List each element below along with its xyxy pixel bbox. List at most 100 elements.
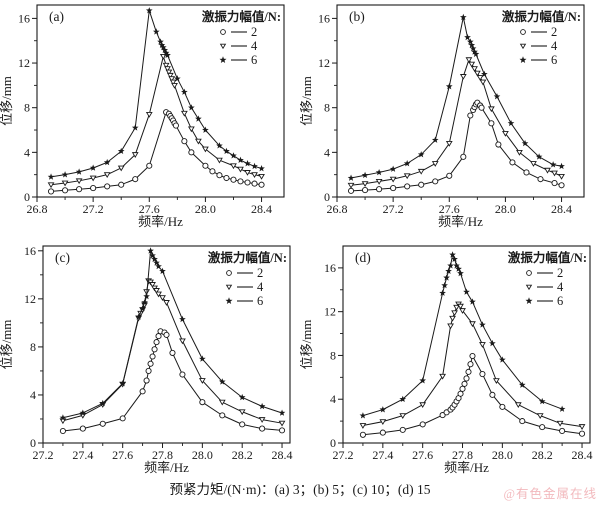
x-tick-label: 28.4 <box>272 448 293 462</box>
y-tick-label: 16 <box>18 11 30 25</box>
x-tick-label: 28.0 <box>195 202 216 216</box>
figure-caption: 预紧力矩/(N·m)：(a) 3；(b) 5；(c) 10；(d) 15 <box>169 482 431 497</box>
y-axis: 0 4 8 12 16 位移/mm <box>300 261 343 450</box>
x-axis: 27.2 27.4 27.6 27.8 28.0 28.2 28.4 频率/Hz <box>33 443 293 475</box>
x-axis-title: 频率/Hz <box>138 214 183 228</box>
legend-entry-label: 4 <box>257 280 264 294</box>
series-2N-markers <box>359 352 586 438</box>
series-2N <box>47 109 265 195</box>
legend-entry-label: 2 <box>551 25 557 39</box>
legend: 激振力幅值/N:246 <box>202 9 281 67</box>
x-tick-label: 27.6 <box>112 448 133 462</box>
subplot-b: 26.8 27.2 27.6 28.0 28.4 频率/Hz 0 4 8 12 16 位移/mm (b)… <box>300 0 600 228</box>
legend-entry-label: 6 <box>257 294 263 308</box>
legend: 激振力幅值/N:246 <box>208 250 287 308</box>
series-6N <box>47 7 265 180</box>
y-tick-label: 4 <box>30 388 36 402</box>
x-tick-label: 27.2 <box>383 202 404 216</box>
subplot-a: 26.8 27.2 27.6 28.0 28.4 频率/Hz 0 4 8 12 16 位移/mm (a)… <box>0 0 300 228</box>
series-2N <box>359 352 586 438</box>
legend-entry-label: 4 <box>551 39 558 53</box>
y-axis-title: 位移/mm <box>0 320 14 370</box>
x-tick-label: 26.8 <box>27 202 48 216</box>
y-axis-title: 位移/mm <box>300 320 314 370</box>
series-6N <box>59 247 286 421</box>
series-4N-markers <box>359 301 586 430</box>
series-6N <box>347 13 565 181</box>
series-4N-markers <box>47 53 265 189</box>
x-tick-label: 27.2 <box>83 202 104 216</box>
y-tick-label: 12 <box>318 56 330 70</box>
y-tick-label: 4 <box>330 392 336 406</box>
series-4N <box>359 301 586 430</box>
x-tick-label: 27.6 <box>439 202 460 216</box>
series-6N-markers <box>59 247 286 421</box>
subplot-b-canvas: 26.8 27.2 27.6 28.0 28.4 频率/Hz 0 4 8 12 16 位移/mm (b)… <box>300 4 585 228</box>
series-4N <box>47 53 265 189</box>
subplot-d-canvas: 27.2 27.4 27.6 27.8 28.0 28.2 28.4 频率/Hz 0 4 8 12 16… <box>300 245 593 475</box>
y-tick-label: 0 <box>30 436 36 450</box>
series-2N-markers <box>59 328 286 435</box>
x-tick-label: 27.2 <box>33 448 54 462</box>
legend-title: 激振力幅值/N: <box>202 9 281 24</box>
legend-title: 激振力幅值/N: <box>208 250 287 265</box>
series-4N-line <box>50 55 262 186</box>
series-2N <box>347 99 565 194</box>
y-tick-label: 16 <box>318 11 330 25</box>
x-tick-label: 27.8 <box>152 448 173 462</box>
series-4N <box>347 57 565 189</box>
y-tick-label: 16 <box>324 261 336 275</box>
series-6N-markers <box>47 7 265 180</box>
series-6N-markers <box>359 251 566 419</box>
x-axis: 27.2 27.4 27.6 27.8 28.0 28.2 28.4 频率/Hz <box>333 443 593 475</box>
subplot-d: 27.2 27.4 27.6 27.8 28.0 28.2 28.4 频率/Hz 0 4 8 12 16… <box>300 228 600 478</box>
series-6N-markers <box>347 13 565 181</box>
y-axis: 0 4 8 12 16 位移/mm <box>300 11 337 204</box>
y-tick-label: 16 <box>24 244 36 258</box>
y-tick-label: 12 <box>24 292 36 306</box>
axes-border <box>336 4 585 198</box>
y-axis: 0 4 8 12 16 位移/mm <box>0 11 37 204</box>
legend-title: 激振力幅值/N: <box>508 250 587 265</box>
x-tick-label: 27.4 <box>372 448 393 462</box>
y-tick-label: 12 <box>324 305 336 319</box>
series-6N-line <box>350 16 562 179</box>
subplot-c: 27.2 27.4 27.6 27.8 28.0 28.2 28.4 频率/Hz 0 4 8 12 16… <box>0 228 300 478</box>
y-axis-title: 位移/mm <box>300 76 314 126</box>
y-tick-label: 8 <box>330 348 336 362</box>
y-tick-label: 12 <box>18 56 30 70</box>
series-2N-markers <box>47 109 265 195</box>
x-tick-label: 27.6 <box>139 202 160 216</box>
x-tick-label: 28.4 <box>551 202 572 216</box>
series-2N <box>59 328 286 435</box>
panel-label: (c) <box>55 250 70 265</box>
x-axis: 26.8 27.2 27.6 28.0 28.4 频率/Hz <box>327 197 572 228</box>
x-tick-label: 28.4 <box>251 202 272 216</box>
series-6N-line <box>62 250 283 419</box>
x-axis-title: 频率/Hz <box>144 460 189 475</box>
x-tick-label: 27.4 <box>72 448 93 462</box>
series-6N-line <box>50 10 262 178</box>
axes-border <box>342 245 591 444</box>
legend: 激振力幅值/N:246 <box>502 9 581 67</box>
legend-title: 激振力幅值/N: <box>502 9 581 24</box>
watermark-text: @有色金属在线 <box>503 487 597 501</box>
series-2N-markers <box>347 99 565 194</box>
y-tick-label: 0 <box>330 436 336 450</box>
y-tick-label: 0 <box>24 190 30 204</box>
series-6N <box>359 251 566 419</box>
x-tick-label: 28.0 <box>192 448 213 462</box>
series-4N-markers <box>347 57 565 189</box>
y-tick-label: 0 <box>324 190 330 204</box>
y-tick-label: 4 <box>324 145 330 159</box>
panel-label: (b) <box>349 9 365 24</box>
y-axis-title: 位移/mm <box>0 76 14 126</box>
x-tick-label: 27.8 <box>452 448 473 462</box>
x-tick-label: 28.2 <box>532 448 553 462</box>
x-tick-label: 26.8 <box>327 202 348 216</box>
subplot-a-canvas: 26.8 27.2 27.6 28.0 28.4 频率/Hz 0 4 8 12 16 位移/mm (a)… <box>0 4 285 228</box>
legend-entry-label: 6 <box>557 294 563 308</box>
series-2N-line <box>50 111 262 192</box>
legend-entry-label: 4 <box>557 280 564 294</box>
